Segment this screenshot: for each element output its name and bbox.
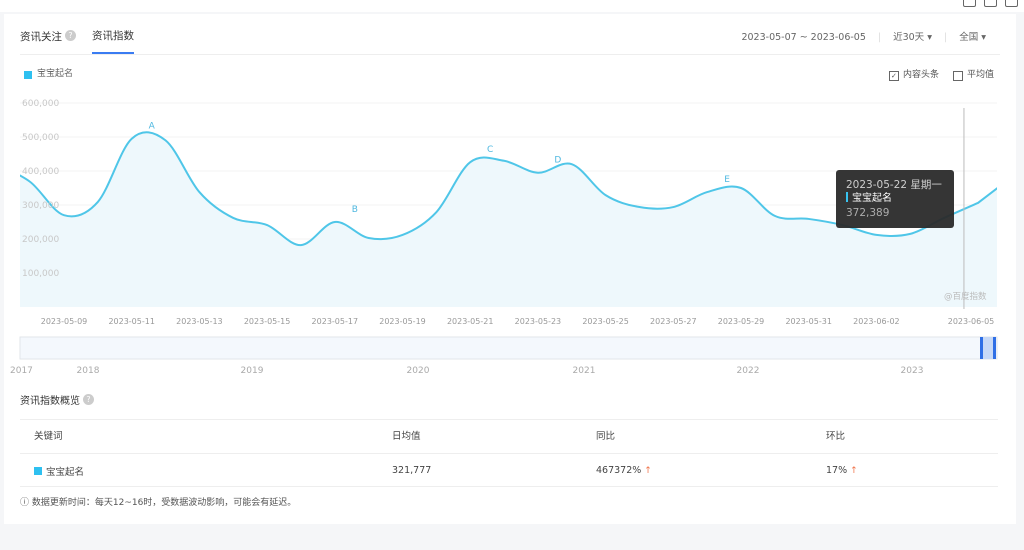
overview-year-label: 2020 (407, 366, 430, 376)
legend-swatch (34, 467, 42, 475)
checkbox-icon (952, 70, 963, 81)
update-note: ⓘ 数据更新时间：每天12~16时，受数据波动影响，可能会有延迟。 (20, 498, 297, 508)
region-select[interactable]: 全国 ▾ (959, 32, 986, 43)
table-row: 宝宝起名 321,777 467372% ↑ 17% ↑ (20, 453, 998, 487)
x-tick-label: 2023-05-29 (718, 317, 765, 326)
annotation-label: C (487, 145, 493, 155)
tab-news-index[interactable]: 资讯指数 (92, 30, 134, 54)
x-tick-label: 2023-05-11 (108, 317, 155, 326)
brush-handle-left[interactable] (980, 337, 983, 359)
annotation-label: B (352, 205, 358, 215)
x-tick-label: 2023-05-13 (176, 317, 223, 326)
x-tick-label: 2023-06-05 (948, 317, 995, 326)
arrow-up-icon: ↑ (644, 466, 652, 476)
series-area (20, 132, 997, 307)
overview-year-label: 2018 (77, 366, 100, 376)
overview-year-label: 2022 (737, 366, 760, 376)
checkbox-content-headline[interactable]: ✓ 内容头条 (888, 70, 939, 81)
brush-handle-right[interactable] (993, 337, 996, 359)
table-header: 关键词 日均值 同比 环比 (20, 419, 998, 453)
overview-year-label: 2017 (10, 366, 33, 376)
x-tick-label: 2023-05-15 (244, 317, 291, 326)
x-tick-label: 2023-06-02 (853, 317, 900, 326)
help-icon[interactable]: ? (83, 394, 94, 405)
x-tick-label: 2023-05-31 (785, 317, 832, 326)
checkbox-average[interactable]: 平均值 (952, 70, 994, 81)
brush-selection (982, 337, 995, 359)
overview-year-label: 2019 (241, 366, 264, 376)
annotation-label: E (724, 175, 730, 185)
annotation-label: A (149, 122, 156, 132)
y-tick-label: 300,000 (22, 201, 59, 211)
divider (20, 54, 1000, 55)
help-icon[interactable]: ? (65, 30, 76, 41)
checkbox-checked-icon: ✓ (888, 70, 899, 81)
overview-title: 资讯指数概览? (20, 394, 94, 408)
x-tick-label: 2023-05-23 (515, 317, 562, 326)
y-tick-label: 400,000 (22, 167, 59, 177)
y-tick-label: 500,000 (22, 133, 59, 143)
date-range-picker[interactable]: 2023-05-07 ~ 2023-06-05 (741, 32, 866, 43)
top-strip (0, 0, 1024, 12)
window-icon[interactable] (1005, 0, 1018, 7)
tab-news-attention[interactable]: 资讯关注? (20, 30, 76, 54)
y-tick-label: 100,000 (22, 269, 59, 279)
overview-brush (19, 336, 998, 360)
arrow-up-icon: ↑ (850, 466, 858, 476)
x-tick-label: 2023-05-17 (312, 317, 359, 326)
overview-year-label: 2021 (573, 366, 596, 376)
watermark: @百度指数 (944, 292, 987, 302)
series-line (20, 131, 997, 247)
y-tick-label: 600,000 (22, 99, 59, 109)
x-tick-label: 2023-05-19 (379, 317, 426, 326)
legend-swatch (24, 70, 32, 79)
overview-year-label: 2023 (901, 366, 924, 376)
window-icon[interactable] (963, 0, 976, 7)
legend[interactable]: 宝宝起名 (24, 69, 73, 80)
y-tick-label: 200,000 (22, 235, 59, 245)
window-icon[interactable] (984, 0, 997, 7)
x-tick-label: 2023-05-27 (650, 317, 697, 326)
tooltip: 2023-05-22 星期一 宝宝起名 372,389 (836, 170, 954, 228)
x-tick-label: 2023-05-09 (41, 317, 88, 326)
period-select[interactable]: 近30天 ▾ (893, 32, 932, 43)
x-tick-label: 2023-05-25 (582, 317, 629, 326)
x-tick-label: 2023-05-21 (447, 317, 494, 326)
annotation-label: D (554, 156, 561, 166)
line-chart[interactable]: 100,000 200,000 300,000 400,000 500,000 600,0… (0, 0, 1024, 390)
